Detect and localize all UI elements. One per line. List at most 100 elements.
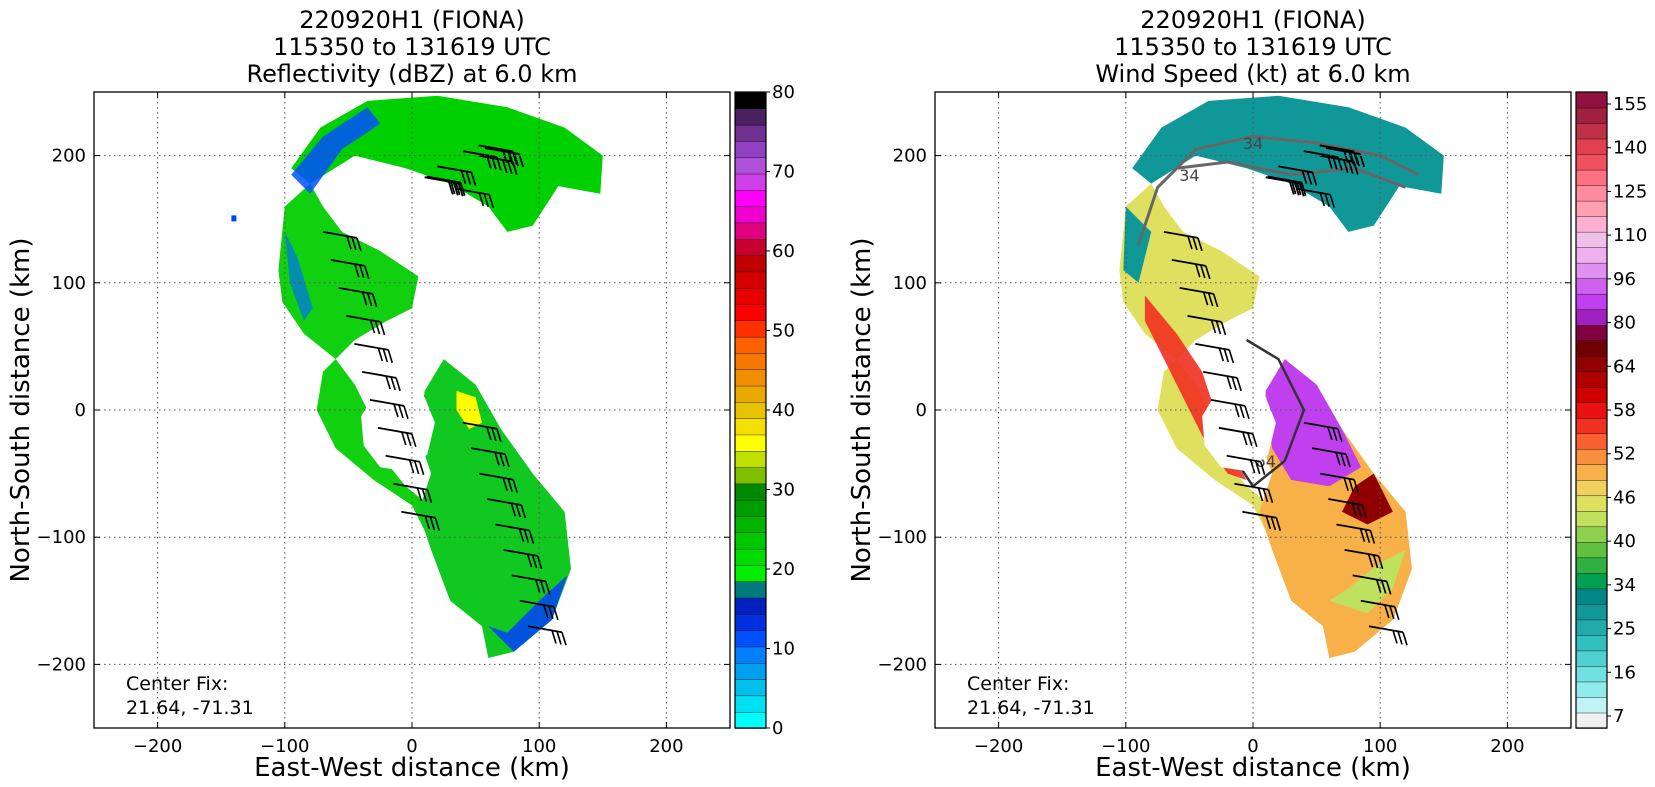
colorbar-segment [734,352,767,370]
wind-swath-west [1119,183,1285,531]
wind-barb [401,510,441,531]
colorbar-segment [734,205,767,224]
y-tick-label: 200 [52,146,86,167]
y-axis-label: North-South distance (km) [6,237,36,582]
wind-barb [437,165,477,186]
colorbar-segment [734,417,767,436]
colorbar-segment [1575,200,1608,217]
colorbar-tick-label: 16 [1613,662,1636,683]
colorbar-segment [1575,634,1608,652]
colorbar-segment [734,254,767,273]
chart-title-line-1: 220920H1 (FIONA) [1140,6,1365,34]
colorbar-segment [734,613,767,631]
wind-barb [519,599,559,621]
colorbar-segment [734,629,767,648]
center-fix-label: Center Fix: [967,673,1069,695]
wind-barb [511,574,551,595]
wind-barb [1226,454,1266,476]
colorbar-segment [734,597,767,615]
x-tick-label: −100 [260,736,309,757]
y-tick-label: 100 [52,273,86,294]
x-tick-label: 100 [1363,736,1397,757]
colorbar-segment [734,385,767,403]
colorbar-segment [1575,122,1608,140]
colorbar-segment [734,222,767,240]
colorbar-tick-label: 10 [772,639,795,660]
y-tick-label: −200 [37,654,86,675]
wind-barb [1303,421,1343,442]
colorbar-segment [734,466,767,485]
colorbar-segment [734,483,767,501]
colorbar-segment [1575,464,1608,481]
colorbar-segment [1575,572,1608,590]
x-tick-label: −100 [1101,736,1150,757]
contour-label: 34 [1179,166,1199,185]
wind-barb [487,498,527,519]
colorbar-segment [1575,293,1608,310]
y-tick-label: −100 [878,527,927,548]
reflectivity-swath-north [291,95,603,232]
wind-barb [1171,259,1211,280]
wind-barb [470,447,510,468]
colorbar-segment [734,189,767,207]
colorbar-segment [1575,603,1608,621]
colorbar-tick-label: 70 [772,162,795,183]
colorbar-segment [1575,495,1608,512]
wind-barb [338,287,378,308]
colorbar-segment [1575,510,1608,528]
chart-panel: 220920H1 (FIONA)115350 to 131619 UTCWind… [847,6,1647,783]
y-tick-label: 100 [893,273,927,294]
colorbar-segment [734,369,767,387]
colorbar-segment [734,124,767,142]
chart-title-line-3: Reflectivity (dBZ) at 6.0 km [247,60,578,88]
wind-barb [1368,625,1408,646]
wind-barb [354,342,394,364]
colorbar-segment [1575,402,1608,419]
colorbar-segment [734,711,767,729]
wind-barb [1325,147,1365,168]
colorbar-tick-label: 25 [1613,619,1636,640]
colorbar-tick-label: 155 [1613,94,1647,115]
colorbar-tick-label: 58 [1613,400,1636,421]
colorbar-tick-label: 40 [1613,531,1636,552]
low-reflectivity-region [291,107,381,194]
wind-barb [369,398,409,420]
colorbar-segment [1575,386,1608,403]
colorbar-segment [1575,277,1608,295]
y-tick-label: 0 [75,400,86,421]
colorbar-tick-label: 34 [1613,575,1636,596]
wind-barb [495,523,535,544]
wind-barb [1265,176,1305,197]
x-tick-label: 200 [1490,736,1524,757]
colorbar-segment [1575,231,1608,248]
wind-barb [361,370,401,392]
colorbar-tick-label: 30 [772,480,795,501]
colorbar-segment [1575,619,1608,636]
colorbar-segment [1575,696,1608,714]
wind-barb [1328,498,1368,519]
colorbar-segment [734,662,767,680]
wind-barb [527,625,567,646]
chart-panel: 220920H1 (FIONA)115350 to 131619 UTCRefl… [6,6,795,783]
y-tick-label: −100 [37,527,86,548]
colorbar-segment [1575,712,1608,729]
colorbar-tick-label: 96 [1613,269,1636,290]
colorbar-segment [734,499,767,517]
colorbar-segment [734,336,767,354]
colorbar-tick-label: 0 [772,718,783,739]
contour-64-kt [1239,338,1306,489]
colorbar-segment [734,434,767,452]
colorbar-tick-label: 64 [1613,356,1636,377]
colorbar-segment [734,515,767,534]
wind-barb [1163,231,1203,252]
wind-swath-weak [1329,549,1406,614]
colorbar-tick-label: 7 [1613,706,1624,727]
colorbar-segment [734,695,767,713]
wind-barb [1267,175,1307,196]
colorbar-segment [1575,541,1608,559]
colorbar-segment [1575,417,1608,434]
colorbar: 7 16 25 34 40 46 52 58 64 80 96 110 125 140 155 [1575,91,1647,729]
center-fix-label: Center Fix: [126,673,228,695]
colorbar-segment [734,320,767,338]
